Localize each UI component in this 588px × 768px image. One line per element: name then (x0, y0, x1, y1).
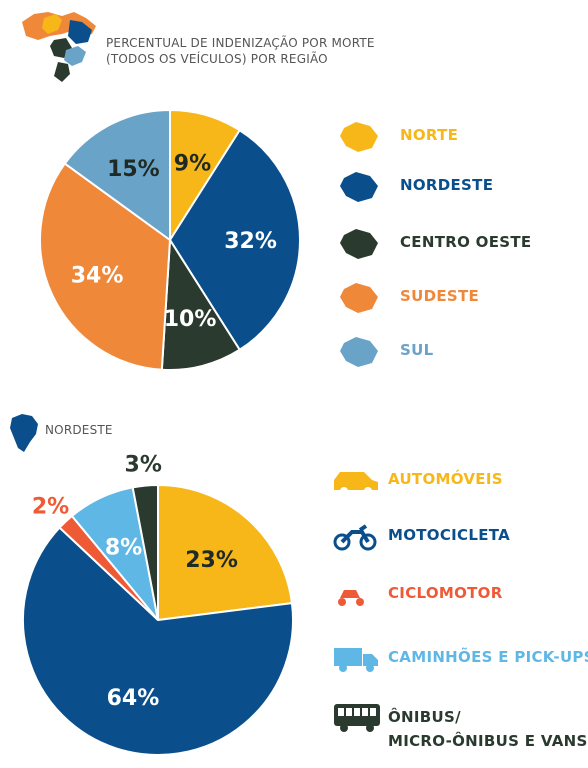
legend-item: MOTOCICLETA (333, 524, 510, 551)
legend-label: SUDESTE (400, 287, 479, 305)
sudeste-map-icon (340, 283, 378, 313)
slice-label: 15% (107, 157, 160, 182)
section1-title-line2: (TODOS OS VEÍCULOS) POR REGIÃO (106, 51, 328, 66)
pie-slice (168, 128, 301, 352)
pie-chart-regions: 9% 32% 10% 34% 15% (39, 108, 301, 371)
legend-regions: NORTE NORDESTE CENTRO OESTE SUDESTE SUL (340, 122, 531, 367)
slice-label: 8% (105, 536, 142, 561)
legend-item: SUL (340, 337, 434, 367)
legend-item: NORDESTE (340, 172, 493, 202)
legend-label: SUL (400, 341, 434, 359)
slice-label: 3% (125, 453, 162, 478)
slice-label: 9% (174, 152, 211, 177)
pie-slice (63, 108, 171, 242)
sul-map-icon (340, 337, 378, 367)
slice-label: 64% (107, 686, 160, 711)
legend-label: AUTOMÓVEIS (388, 469, 503, 488)
centro-oeste-map-icon (340, 229, 378, 259)
nordeste-map-icon (340, 172, 378, 202)
legend-label: NORTE (400, 126, 458, 144)
legend-item: SUDESTE (340, 283, 479, 313)
section1-title-line1: PERCENTUAL DE INDENIZAÇÃO POR MORTE (106, 35, 375, 50)
legend-item: CAMINHÕES E PICK-UPS (334, 647, 588, 672)
legend-label: NORDESTE (400, 176, 493, 194)
motorcycle-icon (333, 524, 377, 551)
legend-label: ÔNIBUS/ (388, 707, 461, 726)
legend-vehicles: AUTOMÓVEIS MOTOCICLETA CICLOMOTOR CAMINHÕES… (333, 469, 588, 750)
pie-chart-vehicles: 23% 64% 2% 8% 3% (22, 453, 294, 756)
pie-slice (157, 483, 294, 622)
legend-item: CICLOMOTOR (338, 584, 503, 606)
norte-map-icon (340, 122, 378, 152)
bus-icon (334, 704, 380, 732)
legend-label: CICLOMOTOR (388, 584, 503, 602)
pie-slice (131, 483, 159, 621)
legend-item: NORTE (340, 122, 458, 152)
legend-item: AUTOMÓVEIS (334, 469, 503, 495)
legend-label: MOTOCICLETA (388, 526, 510, 544)
slice-label: 2% (32, 495, 69, 520)
slice-label: 23% (185, 548, 238, 573)
slice-label: 32% (224, 229, 277, 254)
legend-item: ÔNIBUS/MICRO-ÔNIBUS E VANS (334, 704, 588, 750)
pie-slice (160, 236, 242, 371)
car-icon (334, 472, 378, 495)
nordeste-map-icon (10, 414, 38, 452)
legend-label: CAMINHÕES E PICK-UPS (388, 647, 588, 666)
slice-label: 34% (71, 263, 124, 288)
scooter-icon (338, 590, 364, 606)
legend-label: CENTRO OESTE (400, 233, 531, 251)
slice-label: 10% (164, 307, 217, 332)
brazil-map-icon (22, 12, 96, 82)
legend-item: CENTRO OESTE (340, 229, 531, 259)
pie-slice (39, 162, 172, 371)
legend-label: MICRO-ÔNIBUS E VANS (388, 731, 588, 750)
pie-slice (22, 526, 294, 756)
truck-icon (334, 648, 378, 672)
section2-title: NORDESTE (45, 423, 113, 437)
